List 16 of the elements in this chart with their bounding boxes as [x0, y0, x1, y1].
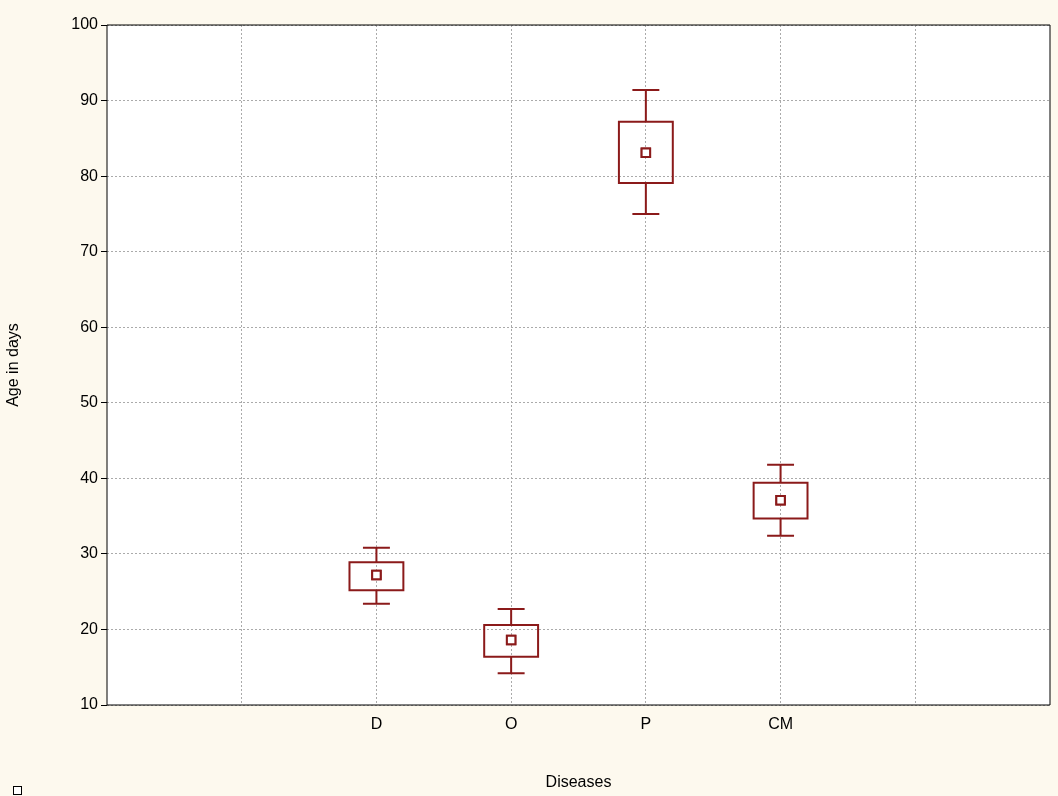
- x-tick-label: CM: [768, 715, 794, 733]
- y-tick-label: 30: [80, 544, 99, 562]
- x-tick-label: O: [504, 715, 518, 733]
- x-tick-label: D: [370, 715, 383, 733]
- y-axis-title: Age in days: [4, 323, 22, 407]
- y-tick-label: 80: [80, 166, 99, 184]
- y-tick-label: 70: [80, 242, 99, 260]
- y-tick-label: 90: [80, 90, 99, 108]
- x-axis-title: Diseases: [545, 772, 612, 790]
- x-tick-label: P: [640, 715, 652, 733]
- y-tick-label: 40: [80, 468, 99, 486]
- y-tick-label: 50: [80, 393, 99, 411]
- y-tick-label: 100: [71, 15, 99, 33]
- y-tick-label: 60: [80, 317, 99, 335]
- y-tick-label: 20: [80, 619, 99, 637]
- y-tick-label: 10: [80, 695, 99, 713]
